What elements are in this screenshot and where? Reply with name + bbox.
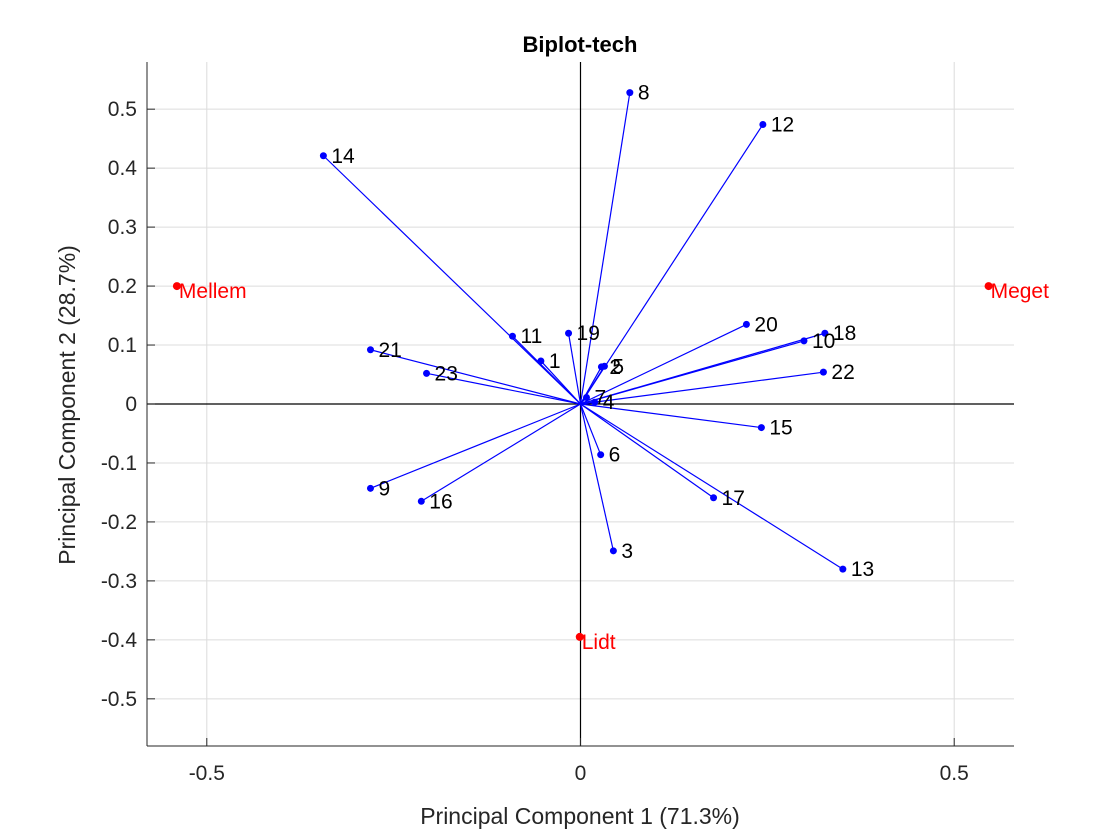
- vector-label-14: 14: [331, 145, 355, 168]
- vector-label-6: 6: [609, 444, 621, 467]
- x-tick-label: 0.5: [940, 762, 969, 785]
- vector-point-9: [366, 484, 374, 492]
- vector-point-21: [366, 346, 374, 354]
- x-tick-label: -0.5: [189, 762, 225, 785]
- vector-label-5: 5: [612, 355, 624, 378]
- vector-label-4: 4: [603, 391, 615, 414]
- vector-label-18: 18: [833, 322, 856, 345]
- vector-point-7: [582, 394, 590, 402]
- vector-label-15: 15: [769, 417, 792, 440]
- vector-label-21: 21: [378, 339, 401, 362]
- vector-line-13: [580, 403, 844, 570]
- y-tick-label: -0.5: [101, 688, 137, 711]
- y-tick-label: 0.2: [108, 275, 137, 298]
- axes-layer: -0.5 0 0.5 -0.5 -0.4 -0.3 -0.2 -0.1 0 0.1 0.2 0.3 0.…: [101, 62, 1014, 785]
- vector-line-9: [370, 403, 581, 489]
- category-label-mellem: Mellem: [179, 280, 247, 303]
- vector-label-20: 20: [754, 313, 777, 336]
- y-tick-label: 0.4: [108, 157, 138, 180]
- category-point-lidt: [575, 632, 584, 641]
- vector-line-14: [322, 155, 581, 405]
- vector-label-1: 1: [549, 350, 561, 373]
- y-tick-label: -0.2: [101, 511, 137, 534]
- vector-line-18: [580, 332, 826, 405]
- vector-label-3: 3: [621, 540, 633, 563]
- vector-label-23: 23: [435, 362, 458, 385]
- category-label-meget: Meget: [991, 280, 1050, 303]
- y-tick-label: -0.1: [101, 452, 137, 475]
- vector-point-3: [609, 547, 617, 555]
- x-axis-label: Principal Component 1 (71.3%): [420, 803, 740, 829]
- vector-label-10: 10: [812, 330, 835, 353]
- vector-label-19: 19: [577, 322, 600, 345]
- y-tick-label: -0.4: [101, 629, 138, 652]
- vector-label-13: 13: [851, 558, 874, 581]
- vector-point-13: [839, 565, 847, 573]
- vector-line-6: [579, 403, 602, 455]
- vector-point-22: [819, 368, 827, 376]
- y-tick-label: 0: [125, 393, 137, 416]
- vector-line-23: [426, 372, 581, 405]
- vector-label-8: 8: [638, 82, 650, 105]
- vector-line-19: [567, 333, 582, 405]
- category-point-mellem: [172, 282, 181, 291]
- vector-point-12: [759, 121, 767, 129]
- vector-label-11: 11: [520, 325, 542, 348]
- y-tick-label: -0.3: [101, 570, 137, 593]
- vector-point-18: [821, 329, 829, 337]
- chart-title: Biplot-tech: [523, 32, 638, 57]
- y-tick-label: 0.3: [108, 216, 137, 239]
- vector-label-16: 16: [429, 490, 452, 513]
- y-tick-label: 0.1: [108, 334, 137, 357]
- vector-line-22: [580, 371, 824, 405]
- category-label-lidt: Lidt: [582, 631, 616, 654]
- category-point-meget: [984, 282, 993, 291]
- vector-label-7: 7: [594, 387, 606, 410]
- vector-label-17: 17: [722, 487, 745, 510]
- vector-point-23: [423, 369, 431, 377]
- vector-point-17: [710, 494, 718, 502]
- vector-point-14: [319, 152, 327, 160]
- vector-label-2: 2: [609, 356, 621, 379]
- vector-line-15: [580, 403, 762, 429]
- vector-layer: [172, 89, 993, 641]
- vector-line-16: [420, 403, 581, 502]
- vector-line-8: [579, 92, 631, 405]
- vector-line-20: [580, 323, 747, 405]
- vector-line-3: [579, 403, 614, 551]
- x-tick-label: 0: [575, 762, 587, 785]
- vector-label-12: 12: [771, 114, 794, 137]
- vector-point-11: [508, 332, 516, 340]
- vector-point-8: [626, 89, 634, 97]
- vector-label-9: 9: [378, 477, 390, 500]
- vector-line-12: [579, 124, 764, 405]
- vector-point-20: [742, 320, 750, 328]
- vector-point-19: [565, 329, 573, 337]
- vector-label-22: 22: [831, 361, 854, 384]
- y-axis-label: Principal Component 2 (28.7%): [54, 245, 80, 565]
- vector-line-21: [370, 349, 581, 405]
- vector-point-16: [417, 497, 425, 505]
- y-tick-label: 0.5: [108, 98, 137, 121]
- vector-point-15: [757, 424, 765, 432]
- vector-line-17: [580, 403, 714, 499]
- vector-point-6: [597, 451, 605, 459]
